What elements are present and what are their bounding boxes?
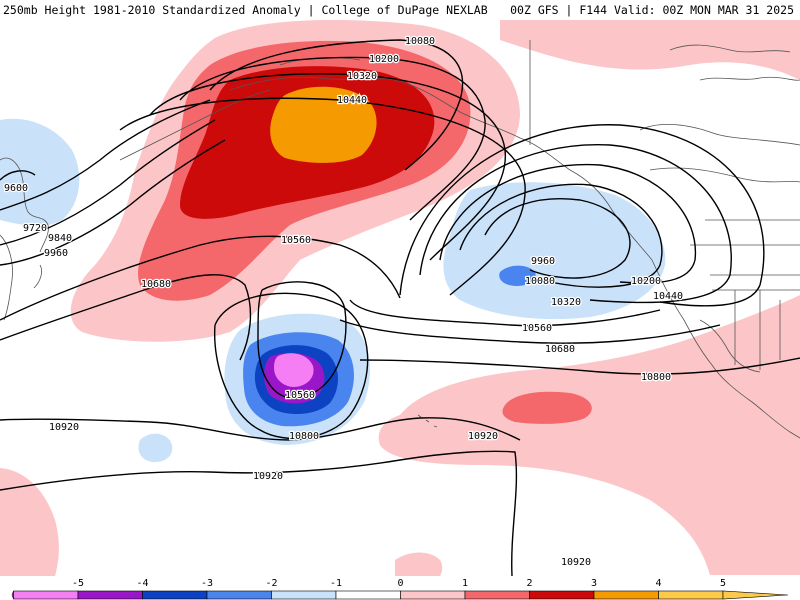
contour-10560-low [257, 281, 347, 399]
contour-label: 10080 [405, 36, 435, 47]
colorbar-segment [142, 590, 208, 600]
contour-10920-west [0, 417, 521, 441]
anomaly-region-plus1-southwest [0, 468, 59, 576]
contour-10440 [119, 97, 526, 296]
colorbar-extension-high [722, 590, 789, 600]
anomaly-region-minus1-asia [0, 118, 80, 226]
contour-label: 10920 [468, 431, 498, 442]
colorbar-tick-label: 5 [720, 578, 726, 589]
contour-label: 9960 [44, 248, 68, 259]
colorbar-segment [593, 590, 659, 600]
anomaly-region-plus1-subtropics [378, 295, 800, 575]
contour-label: 10920 [49, 422, 79, 433]
contour-10200 [179, 56, 486, 221]
anomaly-region-plus2-subtropics [502, 391, 592, 424]
contour-10800 [359, 357, 800, 375]
contour-label: 10560 [281, 235, 311, 246]
contour-label: 10440 [653, 291, 683, 302]
contour-label: 10560 [522, 323, 552, 334]
colorbar-segment [271, 590, 337, 600]
contour-10680 [0, 274, 252, 361]
contour-label: 9960 [531, 256, 555, 267]
colorbar-tick-label: 4 [655, 578, 661, 589]
height-contours [0, 39, 800, 576]
colorbar-tick-label: -4 [136, 578, 148, 589]
contour-9960-west [0, 139, 226, 266]
model-run-info: 00Z GFS | F144 Valid: 00Z MON MAR 31 202… [510, 3, 794, 17]
contour-10440-east [399, 124, 765, 307]
contour-label: 10440 [337, 95, 367, 106]
contour-label: 9840 [48, 233, 72, 244]
contour-10560 [349, 299, 661, 327]
anomaly-region-minus1-small [138, 433, 173, 463]
map-title: 250mb Height 1981-2010 Standardized Anom… [3, 3, 488, 17]
contour-10800-low [213, 292, 369, 440]
contour-label: 10200 [369, 54, 399, 65]
contour-10680-east [339, 319, 721, 344]
contour-label: 10320 [347, 71, 377, 82]
contour-label: 10920 [561, 557, 591, 568]
colorbar-segment [658, 590, 724, 600]
anomaly-region-minus1-gulf-of-alaska [443, 182, 666, 320]
contour-10320 [149, 73, 506, 261]
colorbar-segment [77, 590, 143, 600]
contour-label: 10680 [545, 344, 575, 355]
anomaly-region-plus4-core [270, 86, 377, 163]
anomaly-region-plus1-north [500, 20, 800, 80]
contour-10080 [209, 39, 464, 171]
contour-10080-east [459, 183, 663, 288]
contour-10320-east [419, 143, 732, 304]
colorbar-segment [529, 590, 595, 600]
colorbar-segment [13, 590, 79, 600]
contour-9600 [0, 170, 36, 181]
contour-9720 [0, 99, 211, 211]
anomaly-region-plus1-south [395, 552, 443, 576]
anomaly-colorbar: -5 -4 -3 -2 -1 0 1 2 3 4 5 [0, 576, 800, 600]
contour-label: 9600 [4, 183, 28, 194]
anomaly-region-minus5-core [274, 353, 314, 387]
contour-9840 [0, 119, 216, 246]
colorbar-segment [206, 590, 272, 600]
contour-10920-south [0, 450, 518, 576]
contour-label: 10680 [141, 279, 171, 290]
contour-label: 10800 [289, 431, 319, 442]
colorbar-tick-label: 2 [526, 578, 532, 589]
anomaly-region-minus2-gulf [499, 265, 536, 286]
colorbar-segment [400, 590, 466, 600]
colorbar-tick-label: -3 [201, 578, 213, 589]
contour-label: 10320 [551, 297, 581, 308]
coastlines [0, 40, 800, 439]
colorbar-tick-label: -1 [330, 578, 342, 589]
colorbar-tick-label: -2 [265, 578, 277, 589]
contour-10200-east [439, 163, 697, 284]
contour-label: 10200 [631, 276, 661, 287]
contour-label: 10560 [285, 390, 315, 401]
colorbar-segment [335, 590, 401, 600]
contour-10560-north [0, 235, 401, 321]
contour-label: 10920 [253, 471, 283, 482]
colorbar-tick-label: -5 [72, 578, 84, 589]
colorbar-tick-label: 1 [462, 578, 468, 589]
contour-label: 10800 [641, 372, 671, 383]
contour-label: 9720 [23, 223, 47, 234]
colorbar-tick-label: 3 [591, 578, 597, 589]
colorbar-segment [464, 590, 530, 600]
map-header: 250mb Height 1981-2010 Standardized Anom… [0, 0, 800, 20]
contour-label: 10080 [525, 276, 555, 287]
contour-9960-east [484, 198, 631, 279]
colorbar-tick-label: 0 [397, 578, 403, 589]
